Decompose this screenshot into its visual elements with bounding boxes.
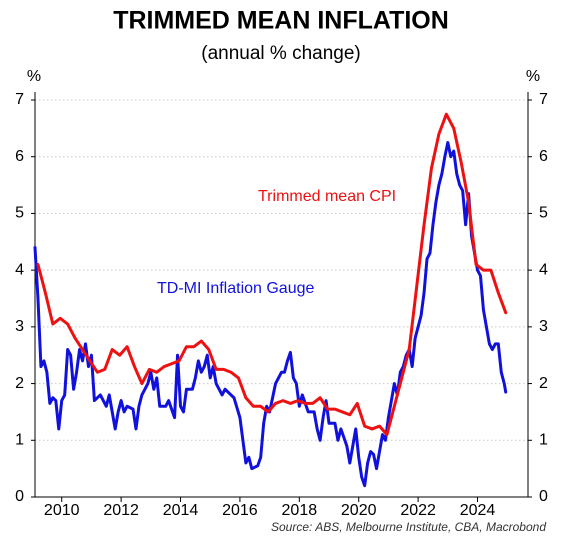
x-tick-label: 2016: [222, 502, 258, 519]
x-tick-label: 2012: [103, 502, 139, 519]
y2-tick-label: 2: [539, 375, 548, 392]
x-tick-label: 2024: [460, 502, 496, 519]
y2-axis-unit: %: [526, 68, 540, 85]
y-tick-label: 1: [15, 432, 24, 449]
y2-tick-label: 4: [539, 261, 548, 278]
y2-tick-label: 7: [539, 91, 548, 108]
x-tick-label: 2010: [44, 502, 80, 519]
x-tick-label: 2014: [163, 502, 199, 519]
source-note: Source: ABS, Melbourne Institute, CBA, M…: [271, 520, 546, 534]
y2-tick-label: 3: [539, 318, 548, 335]
y-tick-label: 4: [15, 261, 24, 278]
series-line: [33, 141, 508, 488]
y-tick-label: 7: [15, 91, 24, 108]
y-tick-label: 0: [15, 488, 24, 505]
y-tick-label: 3: [15, 318, 24, 335]
y-tick-label: 5: [15, 205, 24, 222]
y-tick-label: 6: [15, 148, 24, 165]
x-tick-label: 2020: [341, 502, 377, 519]
y2-tick-label: 1: [539, 432, 548, 449]
chart-title: TRIMMED MEAN INFLATION: [113, 7, 449, 35]
y2-tick-label: 0: [539, 488, 548, 505]
x-tick-label: 2022: [400, 502, 436, 519]
chart-subtitle: (annual % change): [201, 43, 361, 64]
series-line: [36, 112, 508, 437]
y-tick-label: 2: [15, 375, 24, 392]
x-tick-label: 2018: [282, 502, 318, 519]
annotation: TD-MI Inflation Gauge: [157, 280, 315, 297]
y-axis-unit: %: [27, 68, 41, 85]
annotation: Trimmed mean CPI: [258, 188, 396, 205]
y2-tick-label: 6: [539, 148, 548, 165]
y2-tick-label: 5: [539, 205, 548, 222]
